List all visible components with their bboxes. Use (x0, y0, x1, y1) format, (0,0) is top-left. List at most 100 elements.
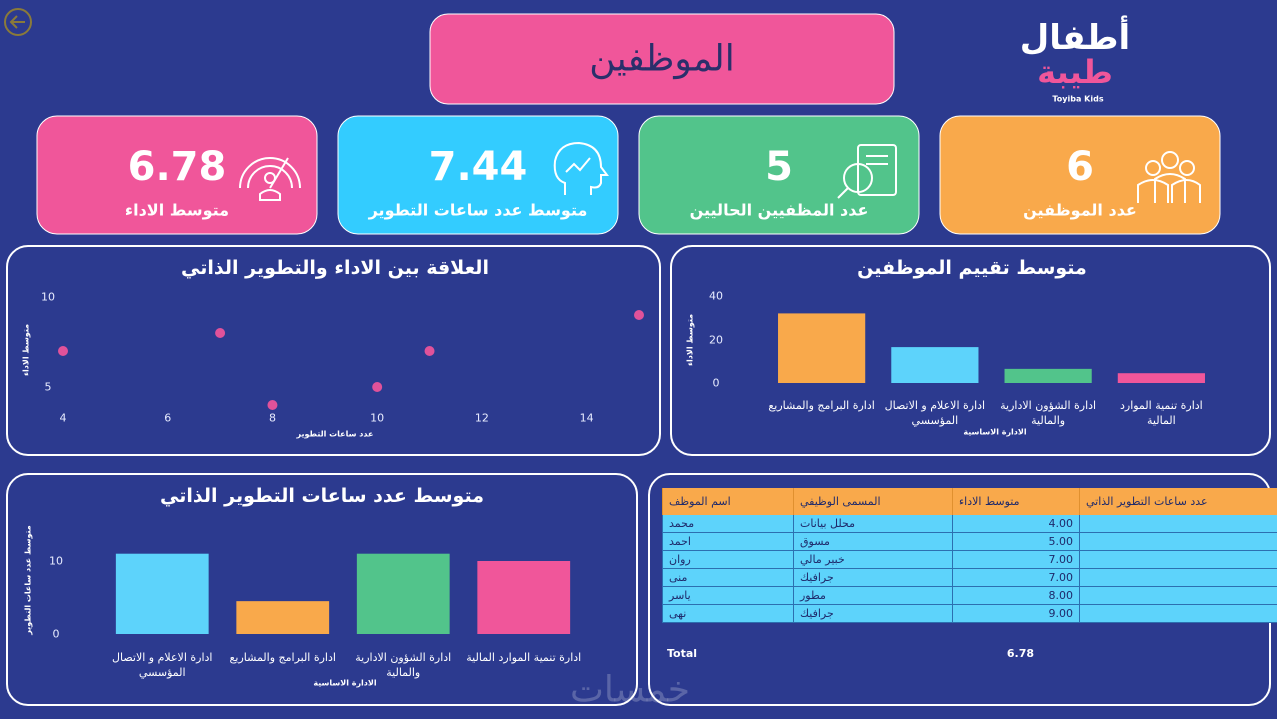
table-cell: محلل بيانات (793, 515, 953, 533)
column-header[interactable]: اسم الموظف (662, 488, 794, 515)
point (215, 328, 226, 338)
y-tick-label: 20 (709, 333, 723, 346)
x-tick-label: 10 (370, 411, 385, 425)
x-tick-label: ادارة الشؤون الادارية والمالية (1000, 399, 1097, 427)
bar (1004, 368, 1092, 383)
column-header[interactable]: عدد ساعات التطوير الذاتي (1079, 488, 1277, 515)
x-tick-label: 4 (59, 411, 67, 425)
table-cell: 7.00 (952, 568, 1080, 587)
point (634, 310, 644, 320)
table-cell: مسوق (793, 532, 953, 551)
column-header[interactable]: المسمى الوظيفي (793, 488, 953, 515)
x-tick-label: 14 (579, 411, 594, 425)
back-arrow (9, 15, 25, 29)
point (267, 400, 278, 410)
x-axis-label: عدد ساعات التطوير (296, 429, 374, 439)
logo-line1: أطفال (1019, 18, 1131, 58)
employee-table: اسم الموظف المسمى الوظيفي متوسط الاداء عدد … (662, 488, 1277, 623)
table-cell: محمد (662, 515, 794, 533)
table-cell: احمد (662, 532, 794, 551)
y-tick-label: 40 (709, 289, 723, 303)
scatter-panel (6, 245, 661, 456)
bar (778, 313, 866, 383)
bar (891, 347, 979, 383)
kpi-value: 6.78 (127, 144, 227, 190)
x-axis-label: الادارة الاساسية (963, 427, 1027, 437)
x-tick-label: ادارة تنمية الموارد المالية (1119, 399, 1203, 427)
bar (1117, 373, 1205, 383)
table-cell: نهى (662, 604, 794, 623)
kpi-label: عدد المظفيين الحاليين (689, 200, 869, 220)
x-axis-label: الادارة الاساسية (313, 678, 377, 688)
page-title: الموظفين (589, 38, 735, 80)
kpi-value: 6 (1066, 144, 1094, 190)
table-cell: 15 (1079, 604, 1277, 623)
bar (356, 553, 450, 634)
y-axis-label: متوسط الاداء (685, 313, 695, 367)
icon-head-growth (553, 141, 609, 195)
table-cell: 8.00 (952, 586, 1080, 605)
bar (477, 561, 571, 634)
x-tick-label: 6 (164, 411, 172, 425)
table-cell: خبير مالي (793, 550, 953, 569)
point (58, 346, 68, 356)
table-cell: 7.00 (952, 550, 1080, 569)
bar (236, 601, 330, 634)
total-value: 6.78 (1006, 647, 1034, 660)
back-button[interactable] (4, 8, 32, 36)
kpi-card (36, 115, 318, 235)
table-cell: منى (662, 568, 794, 587)
kpi-value: 5 (765, 144, 793, 190)
kpi-card (337, 115, 619, 235)
icon-document-search (837, 144, 897, 199)
kpi-label: متوسط الاداء (124, 200, 230, 220)
table-cell: مطور (793, 586, 953, 605)
table-cell: 10 (1079, 532, 1277, 551)
y-tick-label: 0 (52, 627, 60, 641)
bar (115, 553, 209, 634)
x-tick-label: ادارة البرامج والمشاريع (229, 651, 336, 664)
y-tick-label: 0 (712, 376, 720, 390)
table-cell: 5.00 (952, 532, 1080, 551)
x-tick-label: ادارة البرامج والمشاريع (768, 399, 875, 412)
table-cell: 11 (1079, 568, 1277, 587)
point (372, 382, 383, 392)
kpi-label: عدد الموظفين (1023, 200, 1137, 220)
bar-panel (6, 473, 638, 706)
x-tick-label: 12 (474, 411, 489, 425)
y-tick-label: 5 (44, 380, 52, 394)
column-header[interactable]: متوسط الاداء (952, 488, 1080, 515)
icon-gauge (239, 157, 301, 201)
x-tick-label: ادارة الاعلام و الاتصال المؤسسي (884, 399, 986, 427)
kpi-label: متوسط عدد ساعات التطوير (368, 200, 588, 220)
table-cell: روان (662, 550, 794, 569)
table-cell: جرافيك (793, 604, 953, 623)
table-cell: 4 (1079, 550, 1277, 569)
x-tick-label: ادارة الشؤون الادارية والمالية (355, 651, 452, 679)
chart-title: العلاقة بين الاداء والتطوير الذاتي (181, 257, 489, 279)
bar-panel (670, 245, 1271, 456)
header-box (429, 13, 895, 105)
table-cell: 7 (1079, 586, 1277, 605)
kpi-card (939, 115, 1221, 235)
table-cell: 4.00 (952, 515, 1080, 533)
chart-title: متوسط تقييم الموظفين (857, 257, 1087, 279)
logo-tagline: Toyiba Kids (1052, 94, 1104, 104)
table-cell: 9.00 (952, 604, 1080, 623)
total-label: Total (667, 647, 698, 660)
y-tick-label: 10 (41, 290, 55, 304)
icon-people (1137, 151, 1201, 203)
x-tick-label: ادارة تنمية الموارد المالية (466, 651, 582, 664)
x-tick-label: ادارة الاعلام و الاتصال المؤسسي (112, 651, 213, 679)
y-axis-label: متوسط عدد ساعات التطوير (23, 525, 33, 635)
table-cell: جرافيك (793, 568, 953, 587)
watermark: خمسات (569, 669, 691, 711)
kpi-value: 7.44 (428, 144, 528, 190)
table-cell: 8 (1079, 515, 1277, 533)
chart-title: متوسط عدد ساعات التطوير الذاتي (160, 485, 484, 507)
y-axis-label: متوسط الاداء (21, 323, 31, 377)
kpi-card (638, 115, 920, 235)
